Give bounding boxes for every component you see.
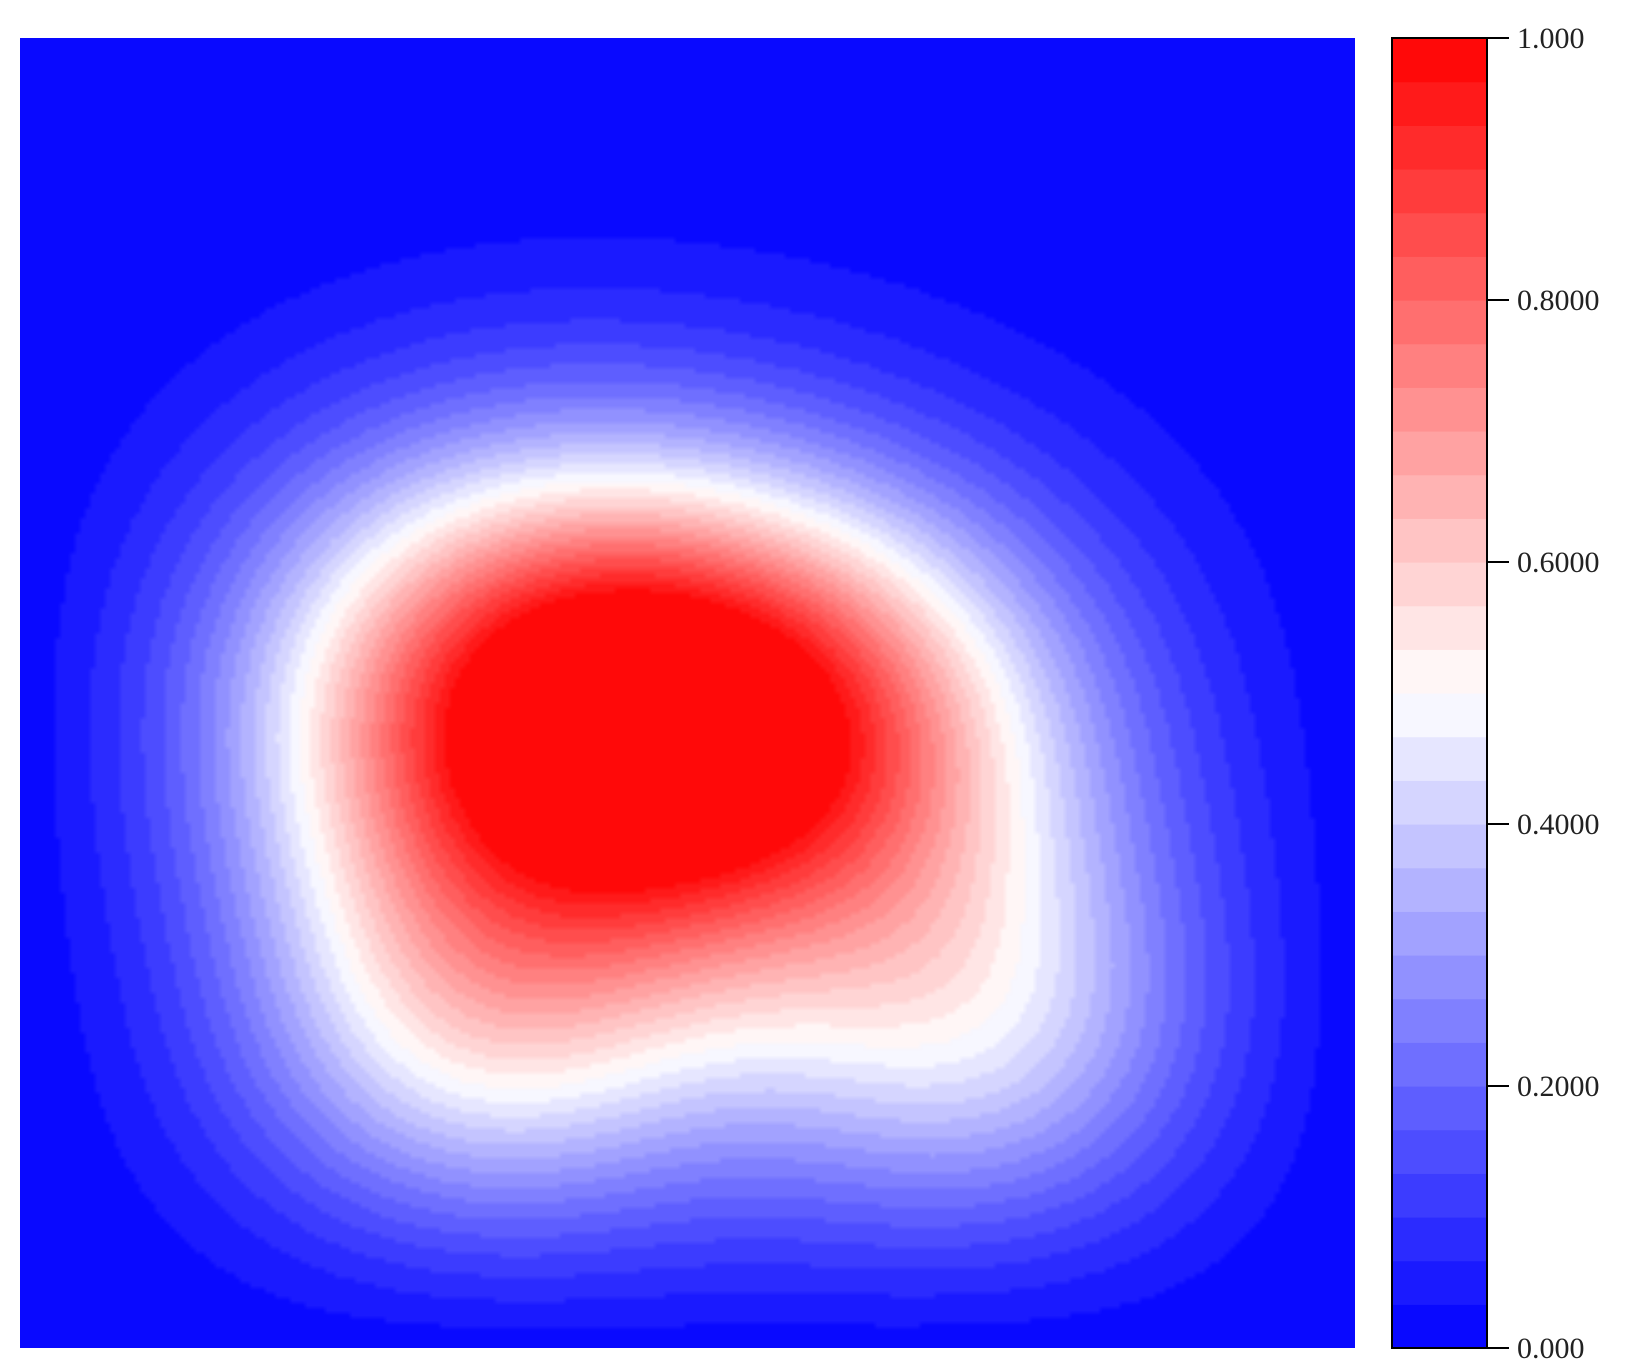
- colorbar-band: [1392, 1217, 1487, 1262]
- heatmap-image: [20, 38, 1355, 1348]
- colorbar-band: [1392, 605, 1487, 650]
- colorbar-tick-label: 0.6000: [1517, 546, 1600, 579]
- colorbar-tick-label: 1.000: [1517, 22, 1585, 55]
- colorbar-band: [1392, 212, 1487, 257]
- colorbar-band: [1392, 1042, 1487, 1087]
- colorbar-band: [1392, 1129, 1487, 1174]
- colorbar-band: [1392, 780, 1487, 825]
- colorbar-tick-label: 0.000: [1517, 1332, 1585, 1365]
- colorbar-band: [1392, 955, 1487, 1000]
- colorbar-tick-label: 0.4000: [1517, 808, 1600, 841]
- colorbar-band: [1392, 562, 1487, 607]
- colorbar-tick-label: 0.2000: [1517, 1070, 1600, 1103]
- colorbar-tick-label: 0.8000: [1517, 284, 1600, 317]
- colorbar-ticks: 1.000 0.8000 0.6000 0.4000 0.2000 0.000: [1487, 22, 1600, 1365]
- colorbar-band: [1392, 169, 1487, 214]
- colorbar-band: [1392, 125, 1487, 170]
- colorbar-band: [1392, 343, 1487, 388]
- colorbar-band: [1392, 518, 1487, 563]
- colorbar-band: [1392, 824, 1487, 869]
- colorbar-border: [1391, 37, 1488, 1349]
- colorbar-band: [1392, 300, 1487, 345]
- colorbar-band: [1392, 867, 1487, 912]
- colorbar-band: [1392, 736, 1487, 781]
- colorbar-band: [1392, 81, 1487, 126]
- colorbar-band: [1392, 693, 1487, 738]
- colorbar-band: [1392, 1260, 1487, 1305]
- colorbar-band: [1392, 1173, 1487, 1218]
- colorbar-band: [1392, 1086, 1487, 1131]
- heatmap-plot-area: [20, 38, 1355, 1348]
- colorbar: [1391, 37, 1488, 1349]
- colorbar-band: [1392, 649, 1487, 694]
- colorbar-band: [1392, 431, 1487, 476]
- colorbar-band: [1392, 38, 1487, 83]
- colorbar-band: [1392, 1304, 1487, 1349]
- colorbar-band: [1392, 387, 1487, 432]
- colorbar-band: [1392, 911, 1487, 956]
- colorbar-band: [1392, 256, 1487, 301]
- colorbar-band: [1392, 474, 1487, 519]
- colorbar-band: [1392, 998, 1487, 1043]
